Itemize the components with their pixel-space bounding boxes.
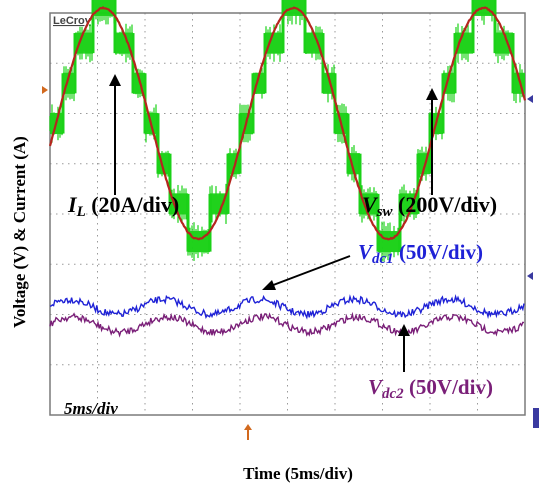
vdc1-label: Vdc1 (50V/div) <box>358 240 483 267</box>
ref-marker-bottom-right <box>533 408 539 428</box>
vdc2-label: Vdc2 (50V/div) <box>368 375 493 402</box>
vdc2-trace <box>49 311 525 338</box>
channel-marker-left <box>42 86 48 94</box>
vdc1-annotation-arrow <box>262 255 351 290</box>
il-trace <box>48 6 527 241</box>
graticule <box>50 13 525 415</box>
y-axis-label: Voltage (V) & Current (A) <box>10 136 29 328</box>
vsw-label: Vsw (200V/div) <box>362 192 497 220</box>
channel-marker-right-1 <box>527 95 533 103</box>
il-label: IL (20A/div) <box>67 192 179 220</box>
x-axis-label: Time (5ms/div) <box>243 464 353 483</box>
vdc2-annotation-arrow <box>398 324 410 372</box>
traces <box>48 0 527 338</box>
il-annotation-arrow <box>109 74 121 195</box>
vsw-annotation-arrow <box>426 88 438 195</box>
scope-brand-logo: LeCroy <box>53 15 92 27</box>
trigger-marker <box>244 424 252 440</box>
timebase-label: 5ms/div <box>64 399 118 418</box>
channel-marker-right-2 <box>527 272 533 280</box>
vdc1-trace <box>49 293 525 320</box>
y-axis-title: Voltage (V) & Current (A) <box>10 136 29 328</box>
